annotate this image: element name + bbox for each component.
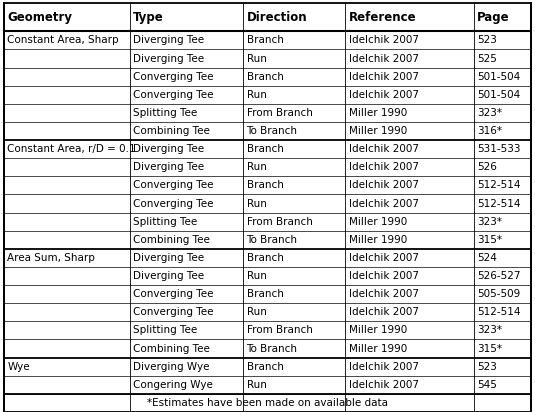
Text: Idelchik 2007: Idelchik 2007 xyxy=(348,72,418,82)
Text: Run: Run xyxy=(247,54,266,63)
Text: Miller 1990: Miller 1990 xyxy=(348,344,407,353)
Text: Run: Run xyxy=(247,199,266,208)
Text: Diverging Tee: Diverging Tee xyxy=(133,54,204,63)
Text: Run: Run xyxy=(247,271,266,281)
Text: 526: 526 xyxy=(477,162,496,172)
Text: 315*: 315* xyxy=(477,235,502,245)
Text: 523: 523 xyxy=(477,35,496,45)
Text: 545: 545 xyxy=(477,380,496,390)
Text: Splitting Tee: Splitting Tee xyxy=(133,217,197,227)
Text: Diverging Tee: Diverging Tee xyxy=(133,253,204,263)
Text: *Estimates have been made on available data: *Estimates have been made on available d… xyxy=(147,398,388,408)
Text: 525: 525 xyxy=(477,54,496,63)
Text: From Branch: From Branch xyxy=(247,108,312,118)
Text: Congering Wye: Congering Wye xyxy=(133,380,213,390)
Text: Idelchik 2007: Idelchik 2007 xyxy=(348,289,418,299)
Text: To Branch: To Branch xyxy=(247,235,297,245)
Text: Idelchik 2007: Idelchik 2007 xyxy=(348,380,418,390)
Text: 512-514: 512-514 xyxy=(477,307,521,317)
Text: 501-504: 501-504 xyxy=(477,72,520,82)
Text: 524: 524 xyxy=(477,253,496,263)
Text: Idelchik 2007: Idelchik 2007 xyxy=(348,253,418,263)
Text: 315*: 315* xyxy=(477,344,502,353)
Text: 531-533: 531-533 xyxy=(477,144,521,154)
Text: Converging Tee: Converging Tee xyxy=(133,72,213,82)
Text: Diverging Tee: Diverging Tee xyxy=(133,35,204,45)
Text: Branch: Branch xyxy=(247,289,284,299)
Text: 523: 523 xyxy=(477,362,496,372)
Text: 323*: 323* xyxy=(477,217,502,227)
Text: To Branch: To Branch xyxy=(247,344,297,353)
Text: Branch: Branch xyxy=(247,35,284,45)
Text: Converging Tee: Converging Tee xyxy=(133,307,213,317)
Text: Diverging Tee: Diverging Tee xyxy=(133,144,204,154)
Text: Diverging Tee: Diverging Tee xyxy=(133,162,204,172)
Text: 512-514: 512-514 xyxy=(477,199,521,208)
Text: Idelchik 2007: Idelchik 2007 xyxy=(348,180,418,190)
Text: Direction: Direction xyxy=(247,11,307,24)
Text: Page: Page xyxy=(477,11,509,24)
Text: 512-514: 512-514 xyxy=(477,180,521,190)
Text: Converging Tee: Converging Tee xyxy=(133,289,213,299)
Text: Diverging Wye: Diverging Wye xyxy=(133,362,209,372)
Text: To Branch: To Branch xyxy=(247,126,297,136)
Text: Run: Run xyxy=(247,307,266,317)
Text: Geometry: Geometry xyxy=(7,11,72,24)
Text: Idelchik 2007: Idelchik 2007 xyxy=(348,162,418,172)
Text: 323*: 323* xyxy=(477,325,502,335)
Text: Branch: Branch xyxy=(247,362,284,372)
Text: Idelchik 2007: Idelchik 2007 xyxy=(348,144,418,154)
Text: Run: Run xyxy=(247,380,266,390)
Text: Branch: Branch xyxy=(247,253,284,263)
Text: 526-527: 526-527 xyxy=(477,271,521,281)
Text: Miller 1990: Miller 1990 xyxy=(348,235,407,245)
Text: Combining Tee: Combining Tee xyxy=(133,235,210,245)
Text: Diverging Tee: Diverging Tee xyxy=(133,271,204,281)
Text: Idelchik 2007: Idelchik 2007 xyxy=(348,35,418,45)
Text: Converging Tee: Converging Tee xyxy=(133,180,213,190)
Text: 505-509: 505-509 xyxy=(477,289,520,299)
Text: Constant Area, Sharp: Constant Area, Sharp xyxy=(7,35,119,45)
Text: From Branch: From Branch xyxy=(247,325,312,335)
Text: Miller 1990: Miller 1990 xyxy=(348,126,407,136)
Text: Idelchik 2007: Idelchik 2007 xyxy=(348,90,418,100)
Text: Wye: Wye xyxy=(7,362,30,372)
Text: Idelchik 2007: Idelchik 2007 xyxy=(348,362,418,372)
Text: Branch: Branch xyxy=(247,144,284,154)
Text: Idelchik 2007: Idelchik 2007 xyxy=(348,199,418,208)
Text: Idelchik 2007: Idelchik 2007 xyxy=(348,54,418,63)
Text: Reference: Reference xyxy=(348,11,416,24)
Text: Combining Tee: Combining Tee xyxy=(133,344,210,353)
Text: From Branch: From Branch xyxy=(247,217,312,227)
Text: Converging Tee: Converging Tee xyxy=(133,90,213,100)
Text: Idelchik 2007: Idelchik 2007 xyxy=(348,271,418,281)
Text: 501-504: 501-504 xyxy=(477,90,520,100)
Text: Area Sum, Sharp: Area Sum, Sharp xyxy=(7,253,95,263)
Text: Converging Tee: Converging Tee xyxy=(133,199,213,208)
Text: Branch: Branch xyxy=(247,180,284,190)
Text: Constant Area, r/D = 0.1: Constant Area, r/D = 0.1 xyxy=(7,144,136,154)
Text: 323*: 323* xyxy=(477,108,502,118)
Text: Idelchik 2007: Idelchik 2007 xyxy=(348,307,418,317)
Text: Branch: Branch xyxy=(247,72,284,82)
Text: Run: Run xyxy=(247,162,266,172)
Text: Run: Run xyxy=(247,90,266,100)
Text: Splitting Tee: Splitting Tee xyxy=(133,108,197,118)
Text: Miller 1990: Miller 1990 xyxy=(348,108,407,118)
Text: Splitting Tee: Splitting Tee xyxy=(133,325,197,335)
Text: Miller 1990: Miller 1990 xyxy=(348,325,407,335)
Text: Type: Type xyxy=(133,11,164,24)
Text: Miller 1990: Miller 1990 xyxy=(348,217,407,227)
Text: Combining Tee: Combining Tee xyxy=(133,126,210,136)
Text: 316*: 316* xyxy=(477,126,502,136)
